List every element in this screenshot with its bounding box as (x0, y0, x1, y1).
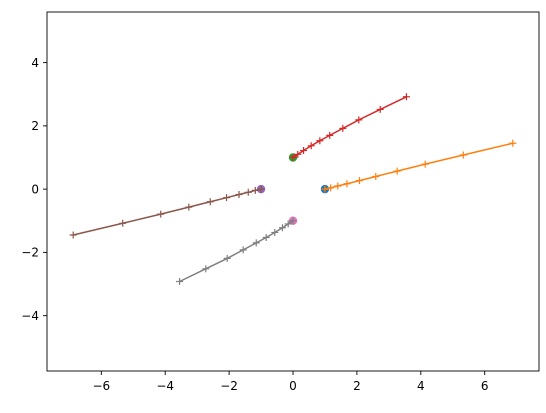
data-point-marker (327, 184, 335, 192)
data-point-marker (262, 234, 270, 242)
data-point-marker (278, 224, 286, 232)
data-point-marker (509, 139, 517, 147)
x-tick-label: 0 (289, 379, 297, 393)
series-line (73, 188, 262, 236)
data-point-marker (206, 198, 214, 206)
data-point-marker (307, 142, 315, 150)
data-point-marker (339, 124, 347, 132)
data-point-marker (376, 105, 384, 113)
x-tick-label: 6 (481, 379, 489, 393)
data-point-marker (326, 131, 334, 139)
series-2 (69, 185, 265, 239)
data-point-marker (119, 219, 127, 227)
x-tick-label: −2 (220, 379, 238, 393)
series-3 (176, 217, 297, 285)
data-point-marker (185, 203, 193, 211)
data-point-marker (157, 210, 165, 218)
series-line (292, 96, 407, 159)
data-point-marker (239, 246, 247, 254)
x-tick-label: 2 (353, 379, 361, 393)
x-axis: −6 −4 −2 0 2 4 6 (92, 371, 489, 393)
y-tick-label: 2 (31, 119, 39, 133)
y-tick-label: −2 (21, 246, 39, 260)
series-1 (289, 93, 410, 161)
data-point-marker (355, 177, 363, 185)
series-0 (321, 139, 517, 193)
data-point-marker (355, 116, 363, 124)
plot-area (69, 93, 517, 285)
data-point-marker (300, 147, 308, 155)
x-tick-label: −4 (156, 379, 174, 393)
data-point-marker (223, 254, 231, 262)
data-point-marker (289, 217, 297, 225)
data-point-marker (271, 228, 279, 236)
y-tick-label: −4 (21, 309, 39, 323)
data-point-marker (289, 153, 297, 161)
data-point-marker (176, 277, 184, 285)
data-point-marker (421, 160, 429, 168)
data-point-marker (252, 239, 260, 247)
y-tick-label: 0 (31, 182, 39, 196)
data-point-marker (459, 151, 467, 159)
data-point-marker (402, 93, 410, 101)
data-point-marker (334, 182, 342, 190)
data-point-marker (251, 186, 259, 194)
data-point-marker (202, 265, 210, 273)
data-point-marker (316, 137, 324, 145)
data-point-marker (294, 150, 302, 158)
y-axis: −4 −2 0 2 4 (21, 56, 47, 323)
data-point-marker (223, 194, 231, 202)
axes-frame (46, 11, 540, 372)
data-point-marker (372, 172, 380, 180)
data-point-marker (321, 185, 329, 193)
data-point-marker (284, 220, 292, 228)
data-point-marker (393, 167, 401, 175)
data-point-marker (257, 185, 265, 193)
data-point-marker (244, 188, 252, 196)
x-tick-label: −6 (92, 379, 110, 393)
series-line (324, 142, 513, 190)
series-line (179, 220, 294, 283)
data-point-marker (235, 191, 243, 199)
y-tick-label: 4 (31, 56, 39, 70)
data-point-marker (69, 231, 77, 239)
x-tick-label: 4 (417, 379, 425, 393)
data-point-marker (343, 180, 351, 188)
